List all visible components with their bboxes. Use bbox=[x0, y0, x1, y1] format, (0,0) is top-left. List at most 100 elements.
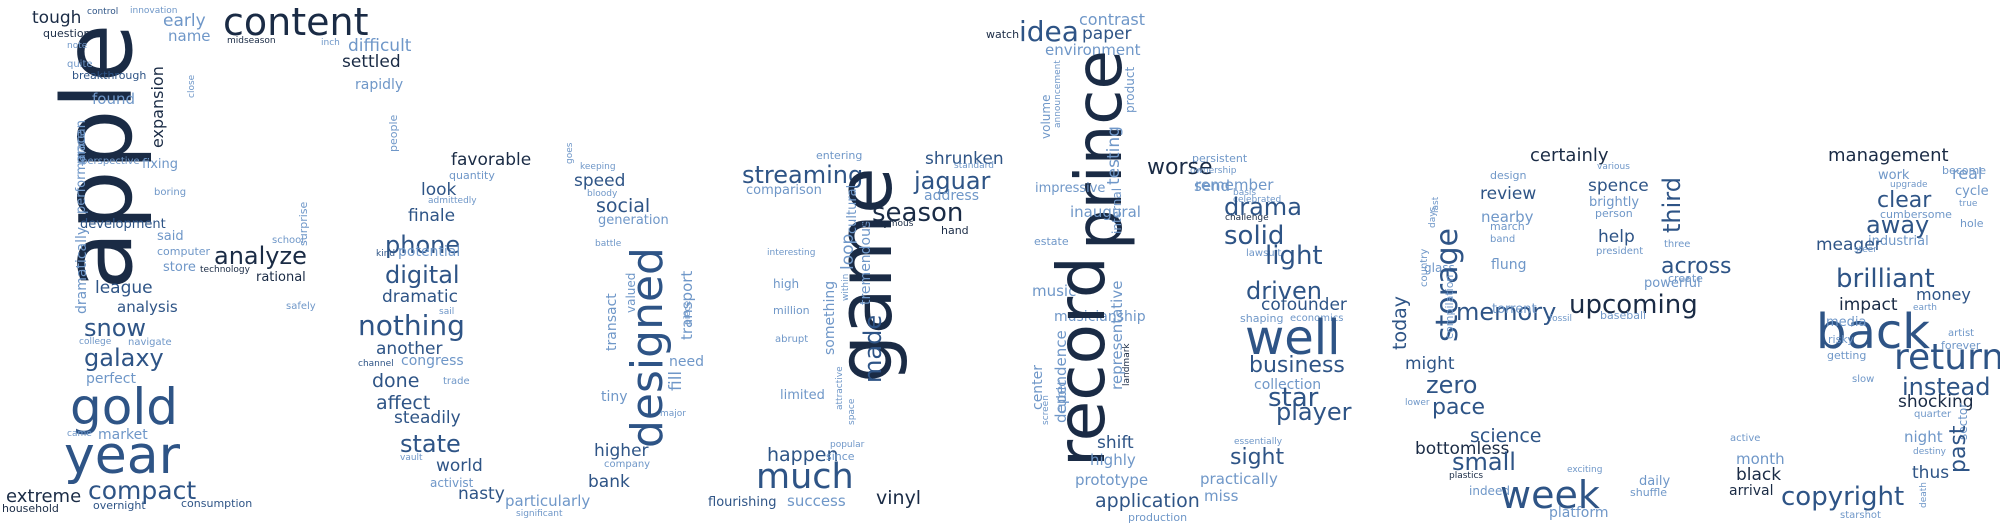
word-instead: instead bbox=[1902, 373, 1991, 401]
word-made: made bbox=[859, 314, 887, 383]
word-night: night bbox=[1904, 428, 1943, 446]
word-announcement: announcement bbox=[1053, 60, 1063, 128]
word-analyze: analyze bbox=[214, 242, 307, 270]
word-congress: congress bbox=[401, 353, 464, 369]
word-high: high bbox=[773, 277, 800, 291]
word-came: came bbox=[67, 429, 92, 439]
word-flourishing: flourishing bbox=[708, 495, 777, 510]
word-might: might bbox=[1405, 354, 1455, 374]
word-rational: rational bbox=[256, 270, 306, 285]
word-thus: thus bbox=[1912, 463, 1950, 483]
word-return: return bbox=[1894, 337, 2000, 378]
word-indeed: indeed bbox=[1469, 484, 1510, 498]
word-create: create bbox=[1668, 272, 1703, 285]
word-phone: phone bbox=[385, 231, 461, 259]
word-comparison: comparison bbox=[746, 183, 822, 198]
word-today: today bbox=[1389, 295, 1411, 350]
word-college: college bbox=[79, 337, 112, 347]
word-week: week bbox=[1500, 473, 1600, 517]
word-media: media bbox=[1826, 315, 1867, 330]
word-major: major bbox=[660, 409, 686, 419]
word-keeping: keeping bbox=[580, 162, 616, 172]
word-league: league bbox=[95, 278, 153, 298]
word-three: three bbox=[1664, 239, 1691, 250]
word-people: people bbox=[387, 114, 400, 152]
word-goes: goes bbox=[565, 142, 575, 164]
word-plastics: plastics bbox=[1449, 471, 1484, 481]
word-music: music bbox=[1032, 282, 1077, 300]
word-inaugural: inaugural bbox=[1070, 203, 1141, 221]
word-landmark: landmark bbox=[1122, 343, 1132, 386]
word-prototype: prototype bbox=[1075, 471, 1149, 489]
word-settled: settled bbox=[342, 52, 401, 72]
word-hole: hole bbox=[1960, 217, 1984, 230]
word-testing: testing bbox=[1104, 126, 1124, 185]
word-economics: economics bbox=[1290, 313, 1344, 324]
word-remember: remember bbox=[1195, 176, 1274, 194]
word-zero: zero bbox=[1426, 371, 1478, 399]
word-true: true bbox=[1959, 199, 1978, 209]
word-active: active bbox=[1730, 433, 1761, 444]
word-surprise: surprise bbox=[297, 201, 310, 246]
word-space: space bbox=[847, 398, 857, 425]
word-shrunken: shrunken bbox=[925, 149, 1004, 169]
word-social: social bbox=[596, 195, 651, 217]
word-artist: artist bbox=[1948, 328, 1975, 339]
word-upcoming: upcoming bbox=[1569, 290, 1698, 320]
word-small: small bbox=[1452, 448, 1516, 476]
word-away: away bbox=[1866, 211, 1930, 239]
word-production: production bbox=[1128, 511, 1188, 523]
word-extreme: extreme bbox=[6, 486, 82, 507]
word-happen: happen bbox=[767, 444, 839, 466]
word-jaguar: jaguar bbox=[914, 167, 991, 195]
word-dramatic: dramatic bbox=[382, 287, 458, 307]
word-vault: vault bbox=[400, 453, 423, 463]
word-volume: volume bbox=[1039, 94, 1053, 139]
word-tremendous: tremendous bbox=[858, 220, 874, 305]
word-become: become bbox=[1942, 164, 1987, 177]
word-lower: lower bbox=[1405, 398, 1430, 408]
word-done: done bbox=[372, 370, 420, 392]
word-company: company bbox=[604, 459, 651, 470]
word-third: third bbox=[1658, 177, 1686, 233]
word-favorable: favorable bbox=[451, 150, 532, 170]
word-entering: entering bbox=[816, 149, 863, 162]
word-perspective: perspective bbox=[81, 156, 140, 167]
word-trade: trade bbox=[443, 376, 470, 387]
word-worse: worse bbox=[1147, 155, 1213, 180]
word-boring: boring bbox=[154, 187, 187, 198]
word-upgrade: upgrade bbox=[1890, 180, 1928, 190]
word-look: look bbox=[421, 180, 457, 200]
word-cumbersome: cumbersome bbox=[1880, 208, 1952, 221]
word-memory: memory bbox=[1456, 298, 1557, 326]
word-channel: channel bbox=[358, 359, 394, 369]
word-highly: highly bbox=[1090, 451, 1136, 469]
word-overnight: overnight bbox=[93, 499, 146, 512]
word-ownership: ownership bbox=[1190, 166, 1237, 176]
word-impact: impact bbox=[1839, 295, 1898, 315]
word-steer: steer bbox=[1854, 245, 1877, 255]
word-something: something bbox=[822, 280, 838, 355]
word-destiny: destiny bbox=[1913, 447, 1946, 457]
word-solid: solid bbox=[1224, 221, 1285, 251]
word-year: year bbox=[64, 426, 181, 486]
word-dramatically: dramatically bbox=[74, 226, 90, 314]
word-business: business bbox=[1249, 353, 1345, 378]
word-star: star bbox=[1268, 383, 1319, 413]
word-state: state bbox=[400, 430, 461, 458]
word-store: store bbox=[163, 260, 196, 275]
word-nothing: nothing bbox=[358, 309, 465, 342]
word-powerful: powerful bbox=[1644, 276, 1701, 291]
word-help: help bbox=[1598, 227, 1635, 247]
word-difficult: difficult bbox=[348, 36, 412, 56]
word-clear: clear bbox=[1877, 188, 1932, 213]
word-well: well bbox=[1245, 310, 1341, 366]
word-said: said bbox=[157, 229, 184, 244]
word-interesting: interesting bbox=[767, 248, 816, 258]
word-black: black bbox=[1736, 465, 1782, 485]
word-safely: safely bbox=[286, 301, 316, 312]
word-since: since bbox=[826, 450, 855, 463]
word-perfect: perfect bbox=[86, 371, 136, 387]
word-cycle: cycle bbox=[1955, 184, 1989, 199]
